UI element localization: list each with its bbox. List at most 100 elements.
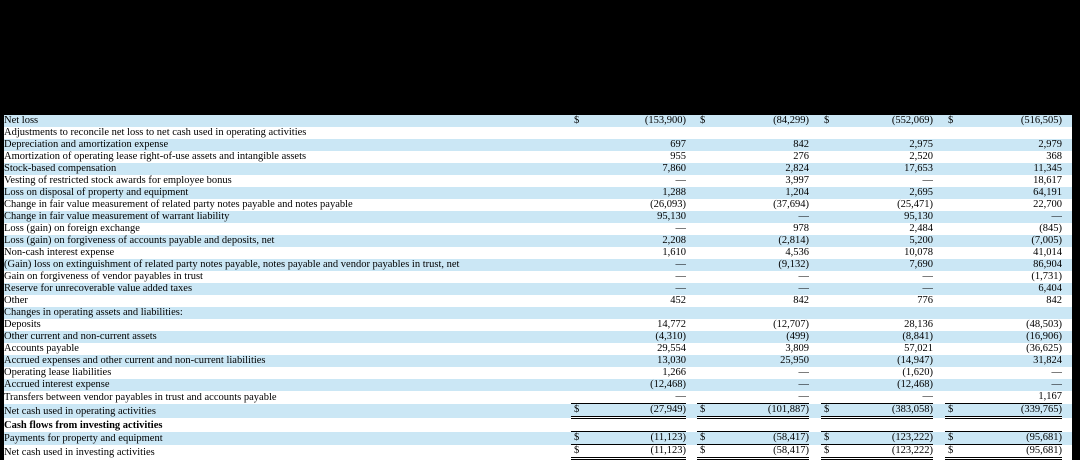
currency-cell <box>821 175 844 187</box>
spacer-cell <box>1062 151 1072 163</box>
currency-cell <box>821 355 844 367</box>
currency-cell <box>571 391 594 404</box>
value-cell: — <box>594 259 686 271</box>
spacer-cell <box>933 199 945 211</box>
spacer-cell <box>686 187 697 199</box>
value-cell <box>844 307 933 319</box>
currency-cell <box>571 331 594 343</box>
value-cell: 842 <box>720 139 809 151</box>
spacer-cell <box>809 403 821 418</box>
row-label: Loss (gain) on foreign exchange <box>4 223 140 234</box>
value-cell: (8,841) <box>844 331 933 343</box>
value-cell: (26,093) <box>650 199 686 210</box>
currency-cell: $ <box>821 444 844 460</box>
value-cell: 2,695 <box>844 187 933 199</box>
currency-cell <box>821 211 844 223</box>
spacer-cell <box>1062 295 1072 307</box>
currency-cell <box>571 418 594 432</box>
spacer-cell <box>809 115 821 127</box>
value-cell: (16,906) <box>968 331 1062 343</box>
row-label: Change in fair value measurement of warr… <box>4 211 571 223</box>
value-cell: 6,404 <box>968 283 1062 295</box>
currency-cell <box>571 127 594 139</box>
spacer-cell <box>1062 115 1072 127</box>
value-cell: 7,860 <box>594 163 686 175</box>
currency-cell <box>697 271 720 283</box>
table-row: Vesting of restricted stock awards for e… <box>4 175 1072 187</box>
spacer-cell <box>933 283 945 295</box>
currency-cell <box>821 319 844 331</box>
value-cell: 17,653 <box>844 163 933 175</box>
value-cell <box>594 307 686 319</box>
spacer-cell <box>809 187 821 199</box>
currency-cell <box>697 187 720 199</box>
value-cell: 4,536 <box>785 247 809 258</box>
spacer-cell <box>686 175 697 187</box>
currency-cell <box>571 379 594 391</box>
value-cell: 11,345 <box>968 163 1062 175</box>
row-label: Vesting of restricted stock awards for e… <box>4 175 232 186</box>
currency-cell: $ <box>821 431 844 445</box>
value-cell: 1,266 <box>662 367 686 378</box>
row-label: Amortization of operating lease right-of… <box>4 151 307 162</box>
value-cell: (339,765) <box>968 403 1062 419</box>
currency-cell <box>697 355 720 367</box>
row-label: Payments for property and equipment <box>4 431 571 445</box>
value-cell: 2,208 <box>594 235 686 247</box>
value-cell: (2,814) <box>720 235 809 247</box>
currency-cell <box>571 187 594 199</box>
value-cell: 14,772 <box>657 319 686 330</box>
spacer-cell <box>686 331 697 343</box>
currency-cell <box>945 139 968 151</box>
table-row: Cash flows from investing activities <box>4 418 1072 432</box>
currency-cell <box>821 139 844 151</box>
currency-cell <box>945 418 968 432</box>
currency-cell <box>571 151 594 163</box>
value-cell: (7,005) <box>968 235 1062 247</box>
value-cell: 1,167 <box>1038 391 1062 402</box>
spacer-cell <box>1062 139 1072 151</box>
spacer-cell <box>686 431 697 445</box>
value-cell: 13,030 <box>594 355 686 367</box>
spacer-cell <box>809 367 821 379</box>
currency-cell <box>945 379 968 391</box>
spacer-cell <box>1062 391 1072 404</box>
value-cell: — <box>968 211 1062 223</box>
spacer-cell <box>809 283 821 295</box>
value-cell <box>720 127 809 139</box>
currency-cell: $ <box>571 403 594 419</box>
value-cell: 842 <box>793 295 809 306</box>
row-label: Cash flows from investing activities <box>4 419 163 431</box>
value-cell <box>844 127 933 139</box>
currency-cell <box>697 379 720 391</box>
spacer-cell <box>809 445 821 459</box>
table-row: Loss on disposal of property and equipme… <box>4 187 1072 199</box>
spacer-cell <box>1062 367 1072 379</box>
value-cell: (95,681) <box>968 431 1062 445</box>
table-body: Net loss $ (153,900) $ (84,299) $ (552,069) $ (5… <box>4 115 1072 460</box>
table-row: Other 452 842 776 842 <box>4 295 1072 307</box>
table-row: Change in fair value measurement of warr… <box>4 211 1072 223</box>
value-cell: — <box>720 211 809 223</box>
currency-cell: $ <box>697 431 720 445</box>
currency-cell <box>945 343 968 355</box>
spacer-cell <box>933 295 945 307</box>
value-cell <box>594 418 686 432</box>
currency-cell <box>821 199 844 211</box>
spacer-cell <box>1062 163 1072 175</box>
value-cell: 29,554 <box>657 343 686 354</box>
value-cell: 2,979 <box>968 139 1062 151</box>
row-label: Accounts payable <box>4 343 79 354</box>
currency-cell: $ <box>697 444 720 460</box>
spacer-cell <box>809 139 821 151</box>
value-cell: (11,123) <box>594 444 686 460</box>
spacer-cell <box>686 163 697 175</box>
table-row: Gain on forgiveness of vendor payables i… <box>4 271 1072 283</box>
spacer-cell <box>809 127 821 139</box>
value-cell: — <box>968 379 1062 391</box>
spacer-cell <box>686 418 697 432</box>
value-cell: 2,824 <box>720 163 809 175</box>
value-cell <box>968 127 1062 139</box>
spacer-cell <box>686 391 697 404</box>
value-cell: 7,690 <box>844 259 933 271</box>
